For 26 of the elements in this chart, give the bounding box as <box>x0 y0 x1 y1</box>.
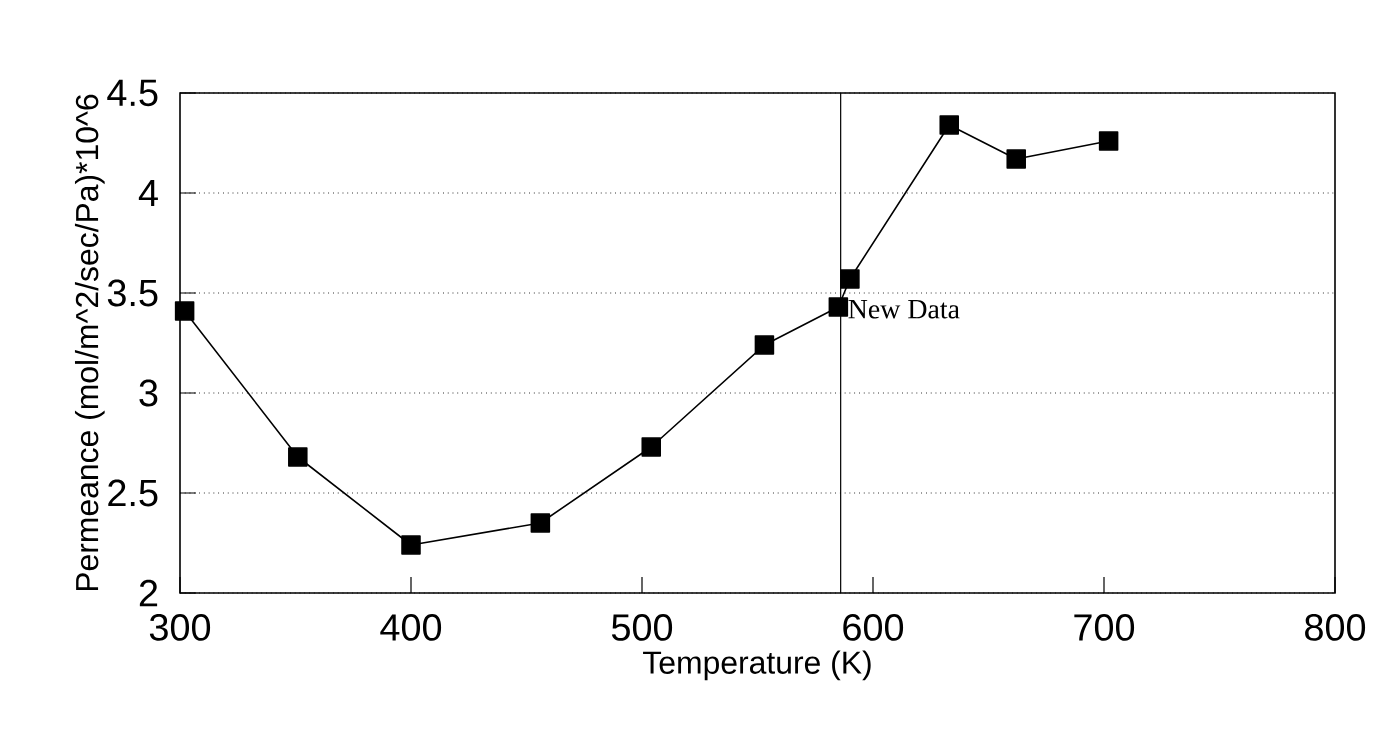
point <box>754 335 775 355</box>
y-tick-label: 4.5 <box>107 79 158 107</box>
point <box>939 115 959 135</box>
point <box>641 437 661 457</box>
x-tick-label: 300 <box>149 613 211 641</box>
y-tick-label: 3 <box>139 379 158 407</box>
x-tick-label: 500 <box>611 613 673 641</box>
y-tick-label: 3.5 <box>107 279 158 307</box>
y-tick-label: 2 <box>139 579 158 607</box>
ref-line-label: New Data <box>848 300 960 319</box>
point <box>828 297 849 317</box>
point <box>1098 131 1119 151</box>
point <box>1006 149 1026 169</box>
y-tick-label: 4 <box>138 179 158 207</box>
x-tick-label: 400 <box>380 613 442 641</box>
point <box>840 269 860 289</box>
x-tick-label: 700 <box>1074 613 1135 641</box>
x-axis-title: Temperature (K) <box>643 650 871 681</box>
point <box>530 513 551 533</box>
y-axis-title: Permeance (mol/m^2/sec/Pa)*10^6 <box>74 94 105 591</box>
point <box>401 535 421 555</box>
x-tick-label: 800 <box>1305 613 1366 641</box>
x-tick-label: 600 <box>843 613 904 641</box>
y-tick-label: 2.5 <box>108 479 158 507</box>
point <box>288 447 308 467</box>
point <box>174 301 195 321</box>
